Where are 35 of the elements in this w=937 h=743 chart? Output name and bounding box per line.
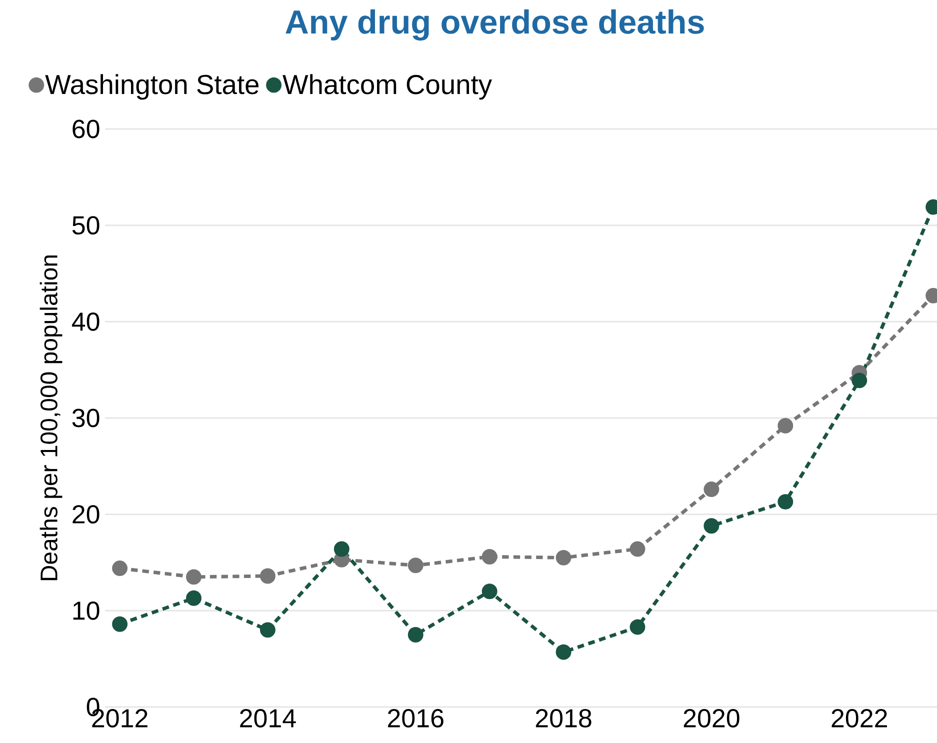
point <box>704 518 720 534</box>
y-tick-label: 30 <box>72 408 100 428</box>
point <box>186 590 202 606</box>
point <box>260 568 276 584</box>
point <box>334 541 350 557</box>
y-tick-label: 20 <box>72 505 100 524</box>
point <box>112 560 128 576</box>
y-tick-label: 60 <box>72 120 100 138</box>
point <box>852 372 868 388</box>
x-tick-label: 2016 <box>388 709 444 728</box>
point <box>186 569 202 585</box>
point <box>778 494 794 510</box>
point <box>556 644 572 660</box>
point <box>482 548 498 564</box>
point <box>630 619 646 635</box>
point <box>630 541 646 557</box>
y-tick-label: 40 <box>72 312 100 331</box>
chart-title: Any drug overdose deaths <box>286 9 704 41</box>
y-axis-title: Deaths per 100,000 population <box>40 256 62 580</box>
x-tick-label: 2022 <box>832 709 887 728</box>
y-tick-label: 50 <box>72 216 100 235</box>
point <box>408 627 424 642</box>
x-tick-label: 2018 <box>536 709 592 728</box>
point <box>112 616 128 632</box>
point <box>778 418 794 434</box>
point <box>408 558 424 574</box>
x-tick-label: 2020 <box>684 709 740 728</box>
legend-label: Washington State <box>45 74 259 100</box>
y-tick-label: 10 <box>73 601 100 620</box>
point <box>704 482 720 498</box>
point <box>482 584 498 600</box>
point <box>556 550 572 566</box>
x-tick-label: 2014 <box>240 709 296 728</box>
point <box>260 622 276 638</box>
legend-label: Whatcom County <box>282 74 492 100</box>
